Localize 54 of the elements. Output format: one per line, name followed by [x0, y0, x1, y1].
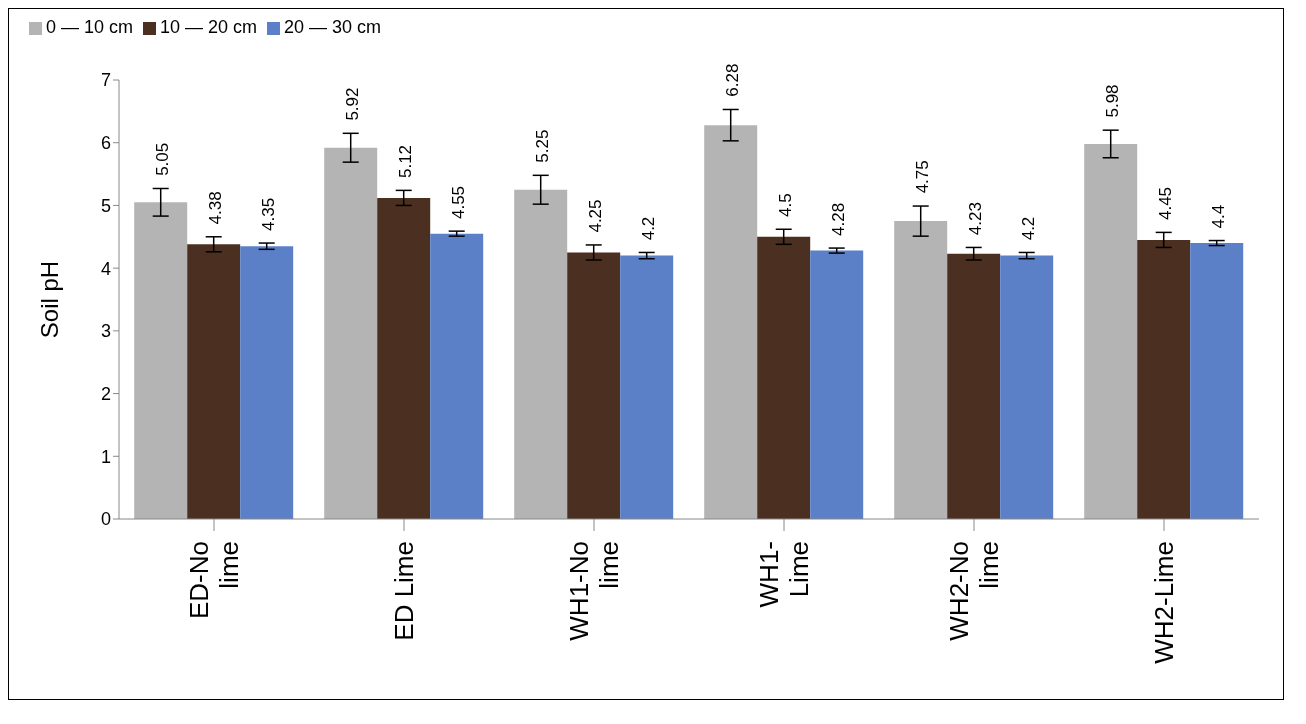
y-tick-label: 4	[100, 258, 111, 279]
data-label: 4.23	[965, 202, 985, 236]
bar	[1137, 239, 1191, 519]
bar	[514, 189, 568, 519]
y-tick-label: 3	[100, 321, 111, 342]
data-label: 4.45	[1155, 186, 1175, 221]
data-label: 6.28	[722, 63, 742, 97]
y-tick-label: 0	[100, 509, 111, 530]
y-tick-label: 1	[100, 446, 111, 467]
legend-label: 0 — 10 cm	[46, 17, 134, 37]
data-label: 4.38	[205, 191, 225, 225]
data-label: 4.25	[585, 199, 605, 233]
x-tick-label: WH2-Lime	[1149, 541, 1179, 664]
bar	[134, 202, 188, 519]
bar	[947, 253, 1001, 519]
y-axis-title: Soil pH	[35, 260, 63, 339]
data-label: 5.25	[532, 129, 552, 163]
data-label: 4.75	[912, 160, 932, 194]
bar	[1190, 243, 1244, 519]
data-label: 5.98	[1102, 84, 1122, 118]
bar	[810, 250, 864, 519]
data-label: 4.55	[448, 185, 468, 220]
bar	[430, 233, 484, 519]
y-tick-label: 2	[100, 383, 111, 404]
x-tick-label: ED-No lime	[184, 541, 244, 620]
bar	[620, 255, 674, 519]
y-tick-label: 6	[100, 133, 111, 154]
data-label: 5.05	[152, 142, 172, 176]
data-label: 5.12	[395, 144, 415, 179]
bar	[187, 244, 241, 519]
bar	[704, 125, 758, 519]
data-label: 4.2	[638, 216, 658, 241]
data-label: 4.5	[775, 193, 795, 217]
y-tick-label: 7	[100, 70, 111, 91]
data-label: 4.28	[828, 202, 848, 236]
data-label: 5.92	[342, 87, 362, 121]
data-label: 4.2	[1018, 216, 1038, 241]
y-tick-label: 5	[100, 195, 111, 216]
x-tick-label: WH1-No lime	[564, 541, 624, 641]
legend-label: 10 — 20 cm	[160, 17, 258, 37]
data-label: 4.35	[258, 197, 278, 231]
legend-label: 20 — 30 cm	[284, 17, 382, 37]
x-tick-label: ED Lime	[389, 541, 419, 641]
bar	[240, 246, 294, 519]
data-label: 4.4	[1208, 204, 1228, 229]
x-tick-label: WH2-No lime	[944, 541, 1004, 641]
bar	[377, 197, 431, 519]
bar	[894, 221, 948, 519]
bar	[567, 252, 621, 519]
bar	[324, 147, 378, 519]
bar	[1000, 255, 1054, 519]
bar	[757, 236, 811, 519]
bar	[1084, 143, 1138, 519]
x-tick-label: WH1- Lime	[754, 541, 814, 608]
